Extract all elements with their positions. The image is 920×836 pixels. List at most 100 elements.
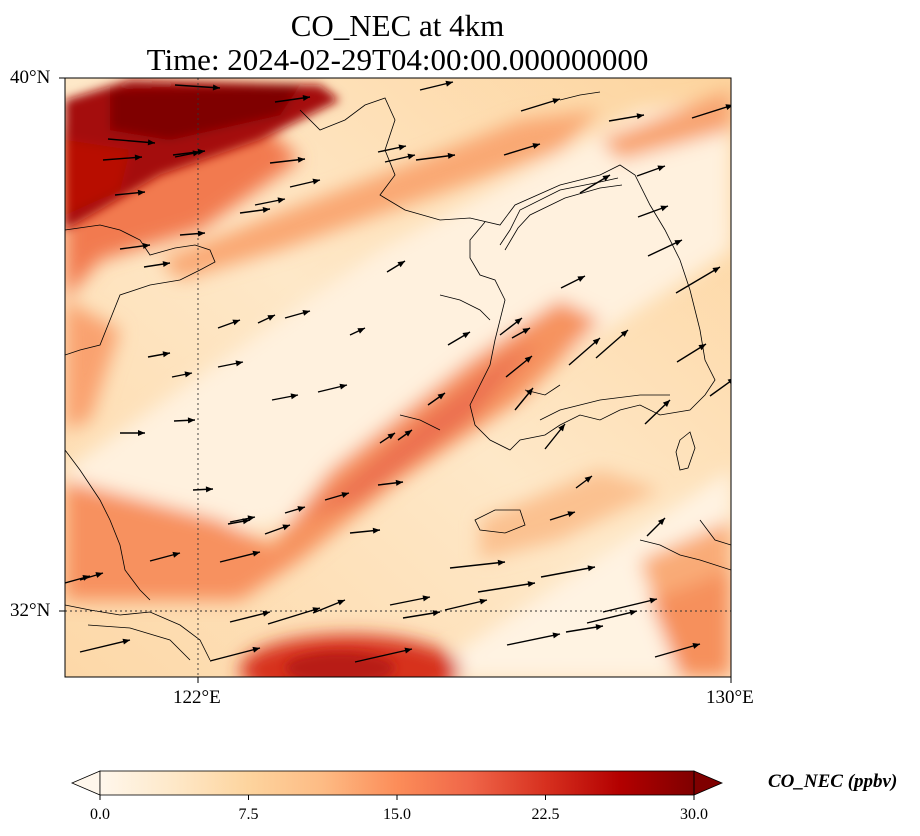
wind-vector-arrow	[636, 165, 666, 177]
wind-vector-arrow	[654, 643, 701, 658]
colorbar-tick-label: 15.0	[383, 806, 411, 823]
colorbar-gradient	[100, 771, 694, 795]
wind-vector-arrow	[257, 314, 276, 324]
axis-ticks	[59, 77, 732, 683]
wind-vector-arrow	[447, 331, 471, 346]
wind-vector-arrow	[377, 144, 407, 153]
map-frame	[64, 77, 732, 678]
map-title: CO_NEC at 4km	[290, 8, 505, 43]
wind-vector-arrow	[477, 581, 536, 593]
wind-vector-arrow	[544, 423, 566, 450]
wind-vector-arrow	[520, 98, 561, 112]
wind-vector-arrow	[514, 387, 534, 411]
wind-vector-arrow	[560, 275, 586, 289]
wind-vector-arrow	[506, 632, 561, 646]
lon-tick-label: 122°E	[173, 687, 221, 708]
wind-vector-arrow	[384, 153, 416, 163]
wind-vector-arrow	[227, 518, 251, 525]
wind-vector-arrow	[269, 156, 306, 164]
wind-vector-arrow	[644, 399, 671, 425]
wind-vector-arrow	[503, 143, 541, 156]
wind-vector-arrow	[427, 392, 446, 406]
wind-vector-arrow	[565, 624, 604, 633]
colorbar-tick-label: 30.0	[680, 806, 708, 823]
wind-vector-arrow	[354, 647, 413, 663]
wind-vector-arrow	[415, 152, 456, 161]
wind-vector-arrow	[192, 486, 214, 493]
wind-vector-arrow	[349, 327, 366, 336]
wind-vector-arrow	[379, 432, 396, 444]
wind-vector-arrow	[691, 104, 731, 119]
wind-vector-arrow	[289, 178, 321, 188]
wind-vector-arrow	[637, 205, 669, 218]
wind-vector-arrow	[602, 597, 658, 613]
wind-vector-arrow	[575, 475, 593, 489]
colorbar-tick-label: 7.5	[238, 806, 259, 823]
wind-vector-arrow	[174, 84, 221, 91]
wind-vector-arrow	[505, 355, 533, 378]
wind-vector-arrow	[499, 317, 523, 336]
wind-vector-arrow	[271, 393, 299, 401]
wind-vector-arrow	[675, 266, 721, 294]
wind-vector-arrow	[312, 599, 346, 614]
wind-vector-arrow	[229, 610, 271, 623]
wind-vector-arrow	[608, 113, 645, 122]
colorbar-tick-label: 22.5	[531, 806, 560, 823]
wind-vector-arrow	[317, 383, 348, 393]
wind-vector-arrow	[284, 309, 311, 319]
wind-vector-arrow	[114, 189, 146, 196]
wind-vector-arrow	[174, 150, 201, 158]
coastline	[65, 91, 731, 661]
wind-vector-arrow	[586, 609, 638, 624]
wind-vector-arrow	[264, 524, 291, 535]
wind-vector-arrow	[179, 230, 206, 237]
wind-vector-arrow	[511, 327, 531, 339]
wind-vector-arrow	[595, 329, 629, 359]
wind-vector-arrow	[219, 550, 261, 563]
wind-vector-arrow	[324, 492, 350, 501]
wind-vector-arrow	[647, 239, 683, 257]
wind-vector-field	[65, 80, 731, 663]
gridlines	[65, 78, 731, 677]
wind-vector-arrow	[119, 242, 151, 250]
wind-vector-arrow	[217, 319, 241, 329]
wind-vector-arrow	[147, 351, 171, 358]
wind-vector-arrow	[79, 638, 131, 653]
wind-vector-arrow	[549, 511, 576, 521]
lat-tick-label: 32°N	[10, 600, 51, 621]
wind-vector-arrow	[349, 527, 381, 534]
colorbar-tick-label: 0.0	[90, 806, 110, 823]
wind-vector-arrow	[267, 607, 321, 625]
lon-tick-label: 130°E	[706, 687, 754, 708]
wind-vector-arrow	[449, 559, 506, 569]
wind-vector-arrow	[143, 261, 171, 268]
wind-vector-arrow	[419, 80, 454, 91]
wind-vector-arrow	[646, 517, 666, 537]
wind-vector-arrow	[389, 595, 431, 606]
wind-vector-arrow	[107, 138, 156, 146]
wind-vector-arrow	[402, 610, 441, 619]
wind-vector-arrow	[102, 154, 143, 161]
map-timestamp: Time: 2024-02-29T04:00:00.000000000	[146, 42, 649, 77]
wind-vector-arrow	[120, 430, 145, 436]
colorbar-extend-min	[70, 770, 101, 796]
wind-vector-arrow	[540, 565, 596, 578]
wind-vector-arrow	[444, 598, 488, 611]
wind-vector-arrow	[217, 360, 244, 368]
wind-vector-arrow	[568, 337, 601, 366]
wind-vector-arrow	[676, 343, 707, 363]
wind-vector-arrow	[284, 506, 306, 514]
wind-vector-arrow	[274, 95, 311, 103]
wind-vector-arrow	[386, 260, 406, 273]
wind-vector-arrow	[65, 574, 91, 584]
wind-vector-arrow	[173, 417, 196, 424]
wind-vector-arrow	[171, 371, 193, 378]
colorbar-ticks	[99, 795, 695, 800]
lat-tick-label: 40°N	[10, 67, 51, 88]
colorbar	[70, 770, 724, 800]
wind-vector-arrow	[254, 197, 286, 206]
colorbar-extend-max	[693, 770, 724, 796]
wind-vector-arrow	[579, 174, 611, 194]
wind-vector-arrow	[377, 479, 404, 486]
